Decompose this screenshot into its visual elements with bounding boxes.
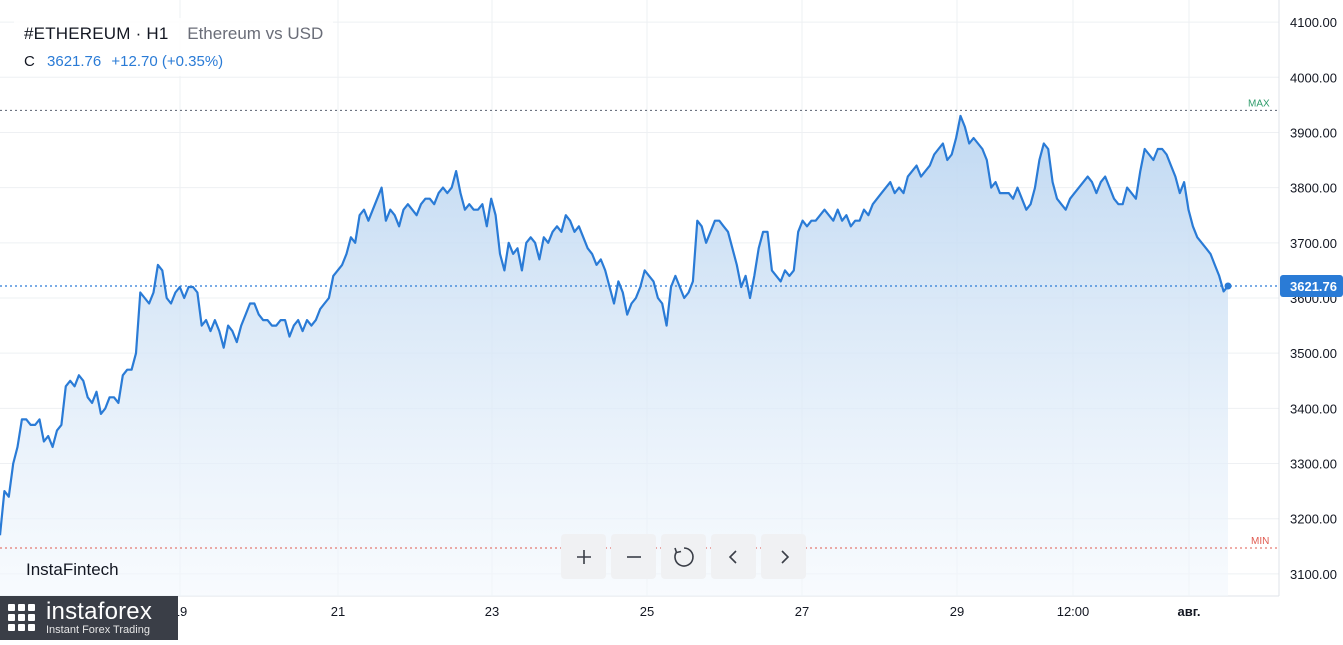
y-tick-label: 3500.00 (1290, 346, 1337, 361)
x-tick-label: 25 (640, 604, 654, 619)
instaforex-tagline: Instant Forex Trading (46, 624, 150, 636)
last-price-dot (1224, 282, 1232, 290)
instaforex-logo-icon (8, 604, 35, 631)
min-label: MIN (1251, 536, 1269, 547)
zoom-in-button[interactable] (561, 534, 606, 579)
chart-legend: #ETHEREUM · H1 Ethereum vs USD C 3621.76… (14, 18, 334, 76)
reset-button[interactable] (661, 534, 706, 579)
scroll-right-button[interactable] (761, 534, 806, 579)
last-price-badge (1280, 274, 1343, 297)
symbol-label: #ETHEREUM · H1 (24, 24, 169, 43)
instaforex-name: instaforex (46, 598, 153, 625)
x-tick-label: 12:00 (1057, 604, 1090, 619)
y-tick-label: 3900.00 (1290, 125, 1337, 140)
symbol-description: Ethereum vs USD (187, 24, 324, 43)
y-tick-label: 3800.00 (1290, 181, 1337, 196)
y-tick-label: 3700.00 (1290, 236, 1337, 251)
chevron-right-icon (780, 549, 789, 564)
x-tick-label: 29 (950, 604, 964, 619)
x-axis-ticks: 19 21 23 25 27 29 12:00 авг. (173, 604, 1201, 619)
reset-icon (673, 546, 694, 567)
y-axis-ticks: 4100.004000.003900.003800.003700.003600.… (1290, 15, 1337, 582)
scroll-left-button[interactable] (711, 534, 756, 579)
minus-icon (626, 555, 641, 558)
chart-controls (561, 534, 806, 579)
close-value: 3621.76 (47, 53, 102, 70)
y-tick-label: 4100.00 (1290, 15, 1337, 30)
plus-icon (576, 549, 591, 564)
x-tick-label: 27 (795, 604, 809, 619)
y-tick-label: 3100.00 (1290, 567, 1337, 582)
zoom-out-button[interactable] (611, 534, 656, 579)
y-tick-label: 3300.00 (1290, 457, 1337, 472)
x-tick-label: 23 (485, 604, 499, 619)
x-tick-label: авг. (1178, 604, 1201, 619)
y-tick-label: 3200.00 (1290, 512, 1337, 527)
last-price-badge-text: 3621.76 (1290, 279, 1337, 294)
instafintech-label: InstaFintech (26, 560, 119, 579)
x-tick-label: 21 (331, 604, 345, 619)
legend-values-row: C 3621.76 +12.70 (+0.35%) (24, 53, 323, 70)
y-tick-label: 3400.00 (1290, 401, 1337, 416)
chevron-left-icon (728, 549, 737, 564)
legend-title-row: #ETHEREUM · H1 Ethereum vs USD (24, 24, 323, 44)
y-tick-label: 4000.00 (1290, 70, 1337, 85)
change-value: +12.70 (+0.35%) (111, 53, 224, 70)
max-label: MAX (1248, 98, 1270, 109)
price-line (0, 114, 1229, 536)
instaforex-badge: instaforex Instant Forex Trading (0, 596, 178, 640)
close-label: C (24, 53, 35, 70)
price-area (0, 115, 1228, 597)
